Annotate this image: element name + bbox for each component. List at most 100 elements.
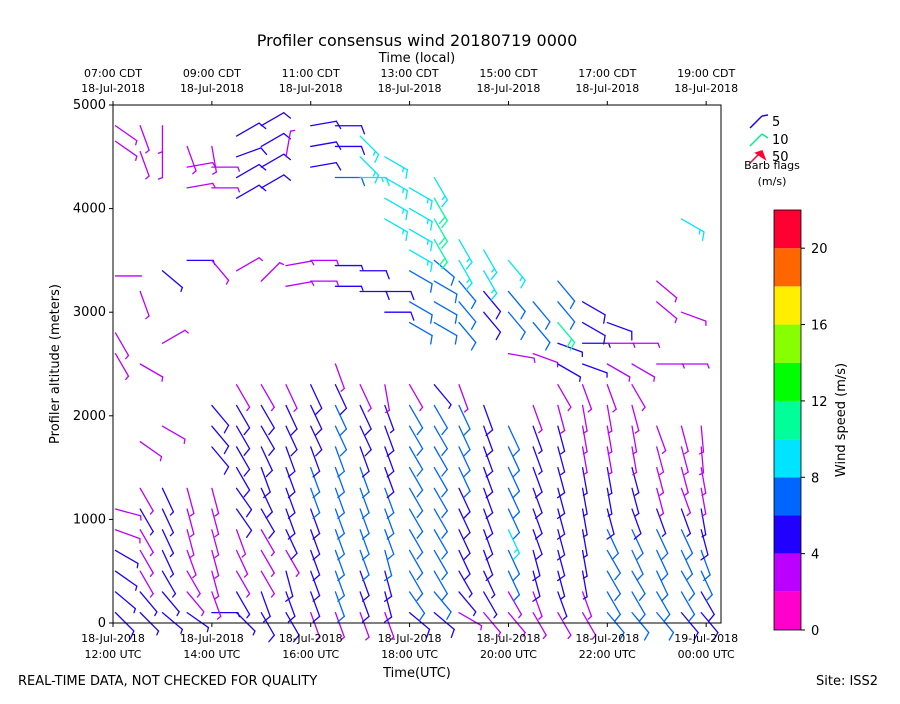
barb-full [361, 178, 364, 186]
barb-staff [140, 126, 149, 150]
barb-half [658, 343, 660, 347]
barb-full [442, 573, 447, 580]
barb-staff [261, 468, 270, 492]
barb-full [340, 450, 346, 456]
barb-staff [261, 263, 279, 281]
barb-full [536, 513, 542, 519]
barb-staff [459, 488, 470, 512]
barb-half [539, 430, 542, 433]
barb-staff [558, 405, 565, 430]
barb-full [338, 533, 344, 539]
barb-half [150, 532, 153, 535]
barb-full [536, 533, 542, 539]
barb-full [387, 513, 393, 519]
barb-full [417, 532, 422, 539]
barb-staff [508, 509, 519, 533]
barb-full [266, 512, 272, 518]
barb-full [363, 492, 369, 498]
barb-half [403, 188, 404, 192]
barb-staff [311, 385, 322, 409]
wind-barb [558, 613, 571, 639]
barb-half [361, 266, 363, 270]
barb-half [146, 176, 149, 179]
barb-half [642, 407, 645, 410]
barb-full [338, 471, 344, 477]
barb-staff [558, 571, 565, 596]
barb-full [513, 491, 519, 497]
barb-staff [286, 488, 295, 512]
barb-half [136, 156, 137, 160]
wind-barb [410, 302, 433, 323]
colorbar-tick-label: 12 [811, 395, 828, 410]
top-tick-label-time: 17:00 CDT [578, 67, 636, 80]
barb-full [442, 262, 447, 269]
barb-full [431, 222, 432, 230]
wind-barb [187, 183, 215, 188]
barb-full [417, 449, 422, 456]
wind-barb [261, 468, 270, 498]
wind-barb [311, 281, 339, 285]
wind-barb [410, 229, 433, 250]
wind-barb [681, 364, 709, 368]
barb-staff [311, 426, 322, 450]
barb-staff [533, 488, 542, 512]
barb-staff [311, 488, 320, 512]
x-tick-label-time: 14:00 UTC [183, 648, 240, 661]
barb-staff [632, 468, 639, 493]
barb-staff [115, 571, 136, 586]
barb-half [312, 261, 314, 265]
wind-barb [187, 571, 200, 597]
wind-barb [286, 130, 295, 156]
barb-staff [607, 530, 618, 554]
colorbar-band [774, 401, 801, 439]
barb-full [442, 200, 447, 207]
barb-staff [237, 530, 246, 554]
barb-full [567, 339, 571, 346]
barb-full [363, 575, 369, 581]
barb-half [635, 493, 638, 495]
barb-full [546, 322, 550, 329]
barb-half [662, 533, 665, 536]
wind-barb [484, 592, 497, 618]
barb-staff [583, 364, 607, 373]
barb-staff [360, 613, 369, 637]
wind-barb [434, 260, 454, 285]
wind-barb [607, 385, 616, 412]
wind-barb [115, 141, 136, 160]
barb-staff [187, 183, 213, 188]
barb-full [521, 311, 525, 318]
barb-staff [311, 550, 320, 574]
wind-barb [558, 385, 571, 411]
barb-full [284, 154, 291, 159]
barb-full [387, 554, 393, 560]
wind-barb [187, 613, 208, 632]
barb-staff [533, 354, 557, 363]
barb-full [486, 492, 492, 498]
barb-full [387, 451, 393, 457]
barb-staff [657, 281, 677, 298]
barb-full [442, 511, 447, 518]
barb-full [316, 429, 322, 435]
barb-half [190, 534, 193, 536]
barb-staff [286, 261, 312, 266]
barb-full [664, 614, 669, 621]
barb-half [613, 409, 616, 412]
colorbar-tick-label: 0 [811, 624, 819, 639]
barb-full [417, 469, 422, 476]
barb-half [660, 493, 663, 495]
barb-staff [632, 550, 643, 574]
barb-half [561, 451, 564, 453]
barb-half [193, 575, 196, 578]
barb-full [496, 311, 500, 318]
x-tick-label-time: 18:00 UTC [381, 648, 438, 661]
barb-staff [261, 113, 284, 126]
barb-staff [311, 447, 320, 471]
barb-full [291, 429, 297, 435]
barb-staff [484, 550, 493, 574]
barb-full [442, 532, 447, 539]
barb-staff [632, 509, 641, 533]
wind-barb [140, 442, 161, 461]
barb-full [363, 533, 369, 539]
barb-full [455, 294, 456, 302]
colorbar-band [774, 477, 801, 515]
